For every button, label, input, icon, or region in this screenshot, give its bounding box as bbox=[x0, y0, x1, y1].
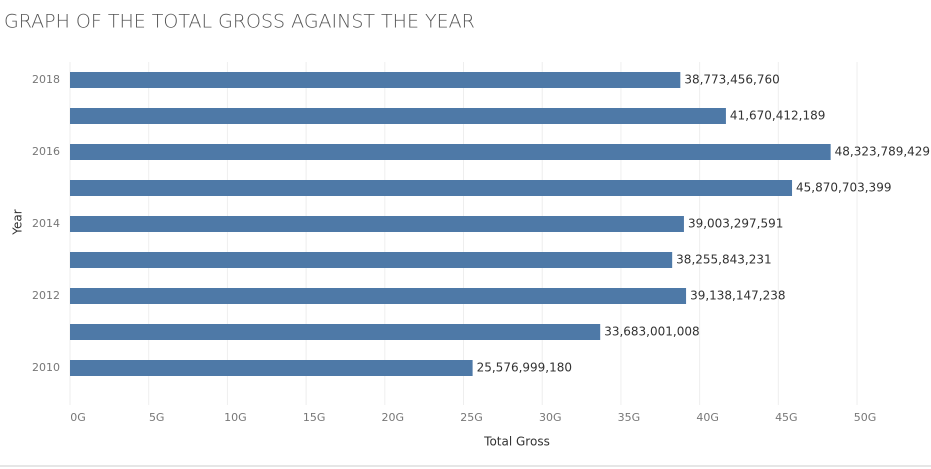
value-label: 38,773,456,760 bbox=[684, 73, 779, 87]
bar bbox=[70, 324, 601, 340]
x-tick-label: 10G bbox=[224, 411, 247, 424]
value-label: 48,323,789,429 bbox=[835, 145, 930, 159]
y-tick-label: 2018 bbox=[32, 73, 60, 86]
bar bbox=[70, 288, 687, 304]
value-label: 33,683,001,008 bbox=[604, 325, 699, 339]
x-tick-label: 15G bbox=[303, 411, 326, 424]
bar bbox=[70, 360, 473, 376]
bar bbox=[70, 108, 726, 124]
value-label: 38,255,843,231 bbox=[676, 253, 771, 267]
value-label: 39,138,147,238 bbox=[690, 289, 785, 303]
chart-title: GRAPH OF THE TOTAL GROSS AGAINST THE YEA… bbox=[4, 11, 475, 33]
y-tick-label: 2012 bbox=[32, 289, 60, 302]
value-label: 25,576,999,180 bbox=[477, 361, 572, 375]
x-tick-label: 5G bbox=[149, 411, 165, 424]
x-tick-label: 35G bbox=[618, 411, 641, 424]
y-axis-label: Year bbox=[11, 209, 25, 235]
x-tick-label: 30G bbox=[539, 411, 562, 424]
value-label: 39,003,297,591 bbox=[688, 217, 783, 231]
x-tick-label: 40G bbox=[696, 411, 719, 424]
bar bbox=[70, 216, 684, 232]
bar bbox=[70, 144, 831, 160]
y-tick-label: 2016 bbox=[32, 145, 60, 158]
x-tick-label: 45G bbox=[775, 411, 798, 424]
y-tick-label: 2014 bbox=[32, 217, 60, 230]
value-label: 41,670,412,189 bbox=[730, 109, 825, 123]
y-tick-label: 2010 bbox=[32, 361, 60, 374]
bar bbox=[70, 180, 793, 196]
x-tick-label: 0G bbox=[70, 411, 86, 424]
bar bbox=[70, 252, 673, 268]
x-tick-label: 50G bbox=[854, 411, 877, 424]
x-tick-label: 25G bbox=[460, 411, 483, 424]
x-tick-label: 20G bbox=[382, 411, 405, 424]
x-axis-label: Total Gross bbox=[483, 435, 550, 449]
bar bbox=[70, 72, 681, 88]
value-label: 45,870,703,399 bbox=[796, 181, 891, 195]
